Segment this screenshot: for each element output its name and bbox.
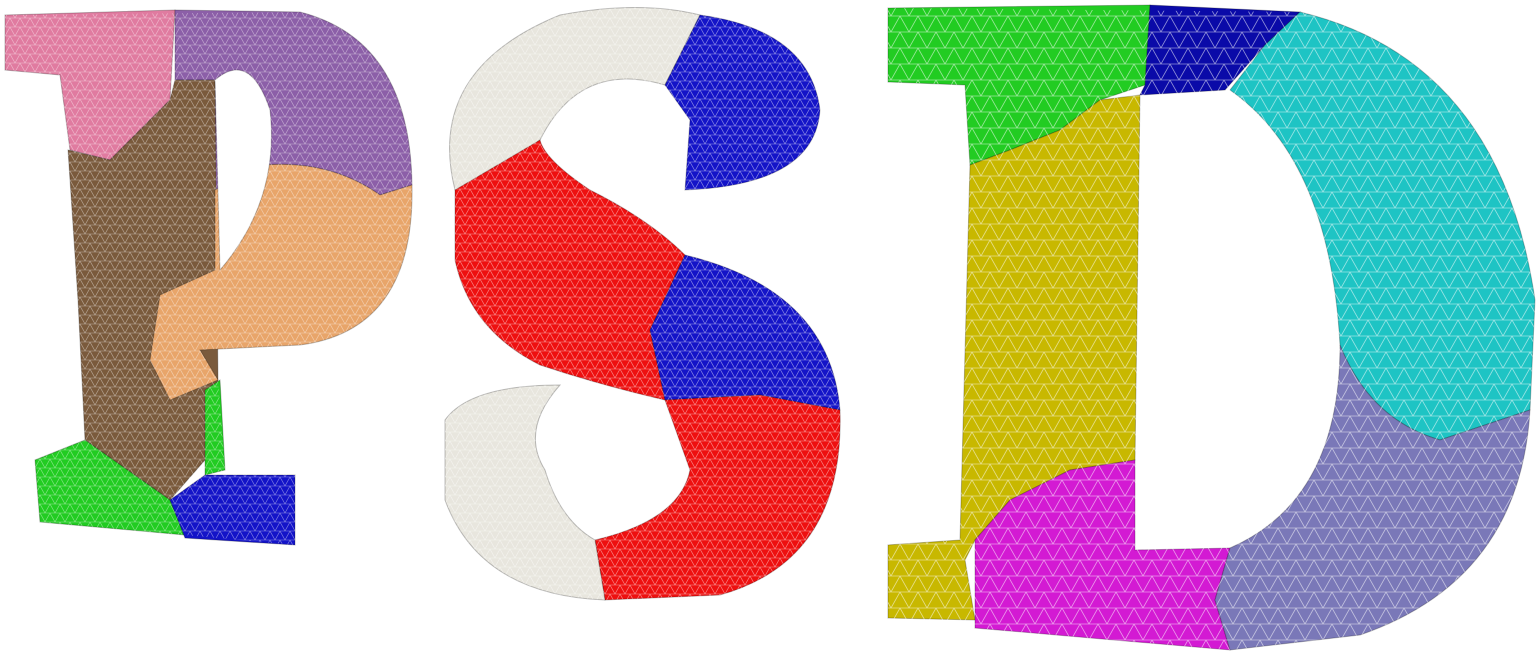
letter-p [4,9,413,546]
letter-d [887,4,1536,651]
letter-s [444,7,841,601]
